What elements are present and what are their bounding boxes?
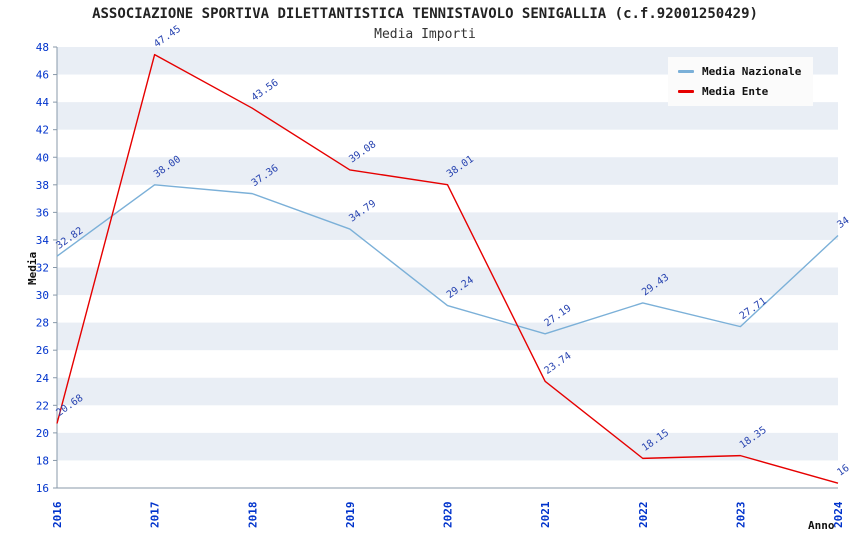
svg-text:43.56: 43.56	[250, 77, 281, 103]
legend-label-ente: Media Ente	[702, 85, 769, 98]
legend-item-media-nazionale: Media Nazionale	[678, 65, 801, 78]
svg-text:48: 48	[36, 41, 49, 54]
svg-text:27.71: 27.71	[738, 296, 769, 322]
svg-text:2024: 2024	[832, 501, 845, 528]
svg-text:22: 22	[36, 399, 49, 412]
svg-text:2021: 2021	[539, 501, 552, 528]
svg-text:28: 28	[36, 317, 49, 330]
svg-text:30: 30	[36, 289, 49, 302]
svg-text:44: 44	[36, 96, 50, 109]
svg-text:38: 38	[36, 179, 49, 192]
svg-text:2023: 2023	[734, 502, 747, 529]
legend-line-swatch-nazionale	[678, 70, 694, 73]
legend-item-media-ente: Media Ente	[678, 85, 801, 98]
svg-text:20: 20	[36, 427, 49, 440]
svg-text:2022: 2022	[637, 502, 650, 529]
chart-title: ASSOCIAZIONE SPORTIVA DILETTANTISTICA TE…	[92, 6, 758, 22]
y-axis-title: Media	[26, 251, 39, 285]
svg-text:16: 16	[36, 482, 49, 495]
svg-text:26: 26	[36, 344, 49, 357]
svg-text:47.45: 47.45	[152, 24, 183, 50]
svg-text:2020: 2020	[442, 502, 455, 529]
svg-text:24: 24	[36, 372, 50, 385]
svg-text:23.74: 23.74	[543, 351, 574, 377]
legend-line-swatch-ente	[678, 90, 694, 93]
legend-label-nazionale: Media Nazionale	[702, 65, 802, 78]
svg-text:40: 40	[36, 151, 49, 164]
svg-text:32: 32	[36, 262, 49, 275]
svg-text:2017: 2017	[149, 502, 162, 529]
svg-text:34: 34	[36, 234, 50, 247]
svg-text:46: 46	[36, 69, 49, 82]
svg-text:42: 42	[36, 124, 49, 137]
svg-text:2019: 2019	[344, 502, 357, 529]
svg-text:2016: 2016	[51, 501, 64, 528]
chart-subtitle: Media Importi	[374, 27, 476, 42]
svg-text:18: 18	[36, 454, 49, 467]
svg-text:36: 36	[36, 206, 49, 219]
chart-legend: Media Nazionale Media Ente	[668, 57, 814, 106]
svg-text:2018: 2018	[246, 502, 259, 529]
x-axis-title: Anno	[808, 519, 835, 532]
